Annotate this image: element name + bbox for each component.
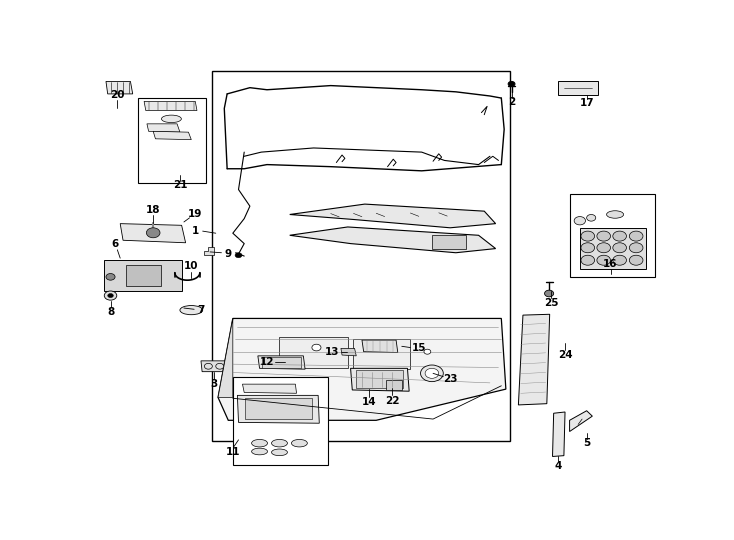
Circle shape xyxy=(613,255,627,265)
Text: 2: 2 xyxy=(508,97,515,107)
Circle shape xyxy=(613,243,627,253)
Circle shape xyxy=(146,228,160,238)
Circle shape xyxy=(204,363,212,369)
Circle shape xyxy=(574,217,586,225)
Text: 21: 21 xyxy=(172,180,187,191)
Circle shape xyxy=(629,243,643,253)
Polygon shape xyxy=(153,131,192,140)
Text: 1: 1 xyxy=(192,226,199,236)
Circle shape xyxy=(581,243,595,253)
Polygon shape xyxy=(218,319,506,420)
Ellipse shape xyxy=(161,115,181,123)
Polygon shape xyxy=(290,227,495,253)
Polygon shape xyxy=(570,411,592,431)
Text: 6: 6 xyxy=(111,239,118,249)
Polygon shape xyxy=(570,194,655,277)
Ellipse shape xyxy=(606,211,624,218)
Ellipse shape xyxy=(180,306,203,315)
Ellipse shape xyxy=(252,440,267,447)
Circle shape xyxy=(508,82,515,86)
Polygon shape xyxy=(580,228,647,269)
Circle shape xyxy=(106,274,115,280)
Polygon shape xyxy=(201,361,227,372)
Polygon shape xyxy=(351,368,409,391)
Text: 24: 24 xyxy=(558,350,573,360)
Circle shape xyxy=(597,243,611,253)
Text: 14: 14 xyxy=(362,397,377,407)
Polygon shape xyxy=(518,314,550,405)
Polygon shape xyxy=(139,98,206,183)
Text: 23: 23 xyxy=(443,374,457,384)
Circle shape xyxy=(586,214,596,221)
Ellipse shape xyxy=(252,448,267,455)
Polygon shape xyxy=(237,395,319,423)
Text: 10: 10 xyxy=(184,261,199,272)
Circle shape xyxy=(312,344,321,351)
Polygon shape xyxy=(558,82,598,94)
Polygon shape xyxy=(245,399,313,419)
Polygon shape xyxy=(290,204,495,228)
Polygon shape xyxy=(362,340,398,353)
Circle shape xyxy=(424,349,431,354)
Text: 11: 11 xyxy=(225,447,240,457)
Text: 25: 25 xyxy=(544,298,559,308)
Polygon shape xyxy=(262,357,301,368)
Text: 12: 12 xyxy=(260,357,275,367)
Polygon shape xyxy=(356,370,404,388)
Circle shape xyxy=(629,231,643,241)
Circle shape xyxy=(108,294,113,298)
Text: 4: 4 xyxy=(554,461,562,471)
Polygon shape xyxy=(212,71,510,441)
Polygon shape xyxy=(341,348,356,356)
Polygon shape xyxy=(258,356,305,369)
Circle shape xyxy=(425,368,439,379)
Text: 19: 19 xyxy=(188,210,203,219)
Text: 3: 3 xyxy=(211,379,218,389)
Text: 5: 5 xyxy=(583,438,590,448)
Text: 22: 22 xyxy=(385,396,399,406)
Text: 7: 7 xyxy=(197,305,205,315)
Ellipse shape xyxy=(272,449,288,456)
Text: 13: 13 xyxy=(324,347,339,357)
Text: 18: 18 xyxy=(146,205,161,215)
Polygon shape xyxy=(147,124,180,132)
Circle shape xyxy=(597,231,611,241)
Text: 17: 17 xyxy=(579,98,594,108)
Polygon shape xyxy=(553,412,565,456)
Polygon shape xyxy=(280,337,348,368)
Text: 16: 16 xyxy=(603,259,618,268)
Polygon shape xyxy=(233,377,328,465)
Circle shape xyxy=(597,255,611,265)
Ellipse shape xyxy=(272,440,288,447)
Circle shape xyxy=(613,231,627,241)
Polygon shape xyxy=(432,235,466,249)
Polygon shape xyxy=(242,384,297,393)
Polygon shape xyxy=(120,224,186,243)
Polygon shape xyxy=(106,82,133,94)
Ellipse shape xyxy=(291,440,308,447)
Polygon shape xyxy=(218,319,233,397)
Circle shape xyxy=(581,255,595,265)
Text: 8: 8 xyxy=(107,307,115,317)
Circle shape xyxy=(545,290,553,297)
Circle shape xyxy=(235,253,242,258)
Circle shape xyxy=(421,365,443,382)
Polygon shape xyxy=(354,339,410,369)
Text: 20: 20 xyxy=(110,90,125,100)
Circle shape xyxy=(581,231,595,241)
Circle shape xyxy=(104,291,117,300)
Polygon shape xyxy=(144,102,197,111)
Text: 9: 9 xyxy=(225,249,232,259)
Text: 15: 15 xyxy=(412,343,426,353)
Polygon shape xyxy=(126,265,161,286)
Circle shape xyxy=(629,255,643,265)
Polygon shape xyxy=(386,380,401,390)
Polygon shape xyxy=(104,260,181,292)
Polygon shape xyxy=(204,247,214,255)
Circle shape xyxy=(216,363,224,369)
